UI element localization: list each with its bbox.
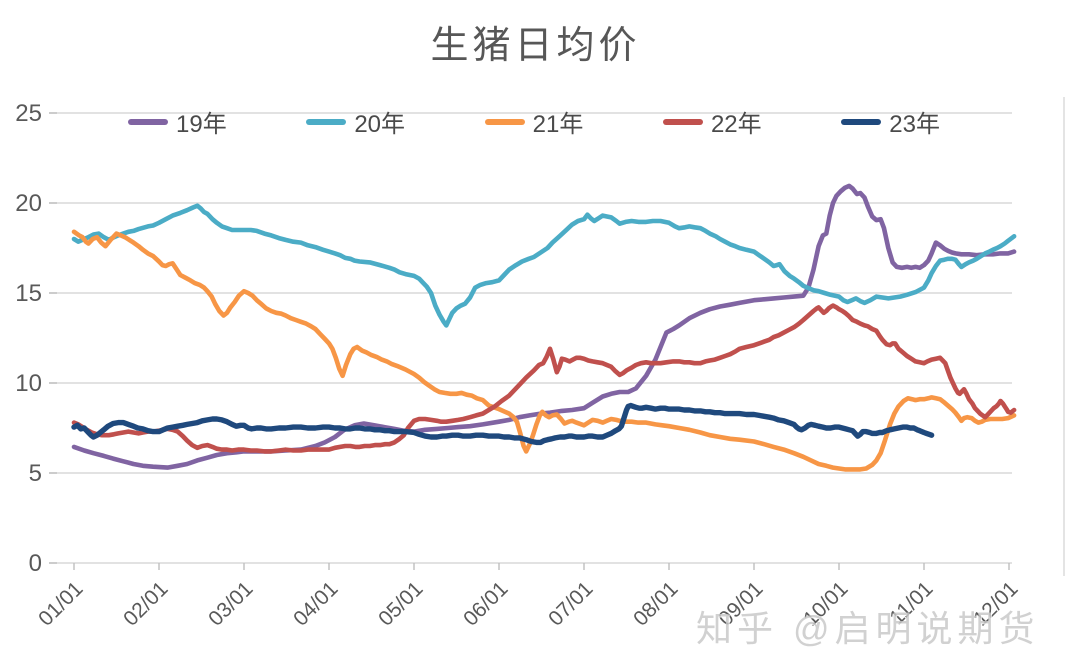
legend-swatch-icon: [841, 118, 882, 125]
series-line-20年: [71, 203, 1017, 328]
legend-swatch-icon: [484, 118, 525, 125]
legend-item-22年: 22年: [662, 104, 762, 139]
legend-item-21年: 21年: [484, 104, 584, 139]
legend-item-20年: 20年: [306, 104, 405, 139]
legend-label: 19年: [176, 111, 227, 138]
y-axis-label: 15: [15, 280, 42, 307]
legend-label: 20年: [354, 111, 406, 138]
series-line-23年: [71, 402, 935, 446]
legend-label: 22年: [710, 111, 762, 138]
x-axis-label: 06/01: [459, 577, 512, 630]
legend-swatch-icon: [662, 118, 703, 125]
watermark: 知乎 @启明说期货: [696, 608, 1040, 649]
x-axis-label: 04/01: [289, 577, 342, 630]
series-line-22年: [71, 303, 1017, 454]
x-axis-label: 05/01: [374, 577, 427, 630]
series-line-19年: [71, 183, 1017, 470]
legend-item-23年: 23年: [841, 104, 940, 139]
legend-item-19年: 19年: [128, 104, 227, 139]
y-axis-label: 25: [15, 100, 42, 127]
x-axis-label: 08/01: [629, 577, 682, 630]
legend-label: 21年: [532, 111, 584, 138]
chart-title: 生猪日均价: [430, 25, 641, 67]
y-axis-label: 5: [29, 460, 42, 487]
y-axis-label: 0: [29, 550, 42, 577]
x-axis-label: 03/01: [204, 577, 257, 630]
legend-label: 23年: [889, 111, 940, 138]
x-axis-label: 02/01: [119, 577, 172, 630]
legend: 19年 20年 21年 22年 23年: [128, 104, 940, 139]
legend-swatch-icon: [306, 118, 347, 125]
legend-swatch-icon: [128, 118, 168, 125]
series-line-21年: [71, 229, 1017, 472]
x-axis-label: 07/01: [544, 577, 597, 630]
y-axis-label: 10: [15, 370, 42, 397]
y-axis-label: 20: [15, 190, 42, 217]
x-axis-label: 01/01: [34, 577, 87, 630]
